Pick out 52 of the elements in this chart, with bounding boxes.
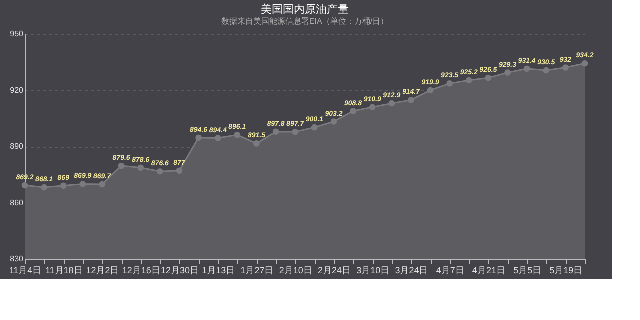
x-tick-label: 11月4日 (9, 266, 42, 276)
x-tick-label: 3月24日 (395, 266, 428, 276)
point (157, 168, 164, 175)
x-tick-label: 5月5日 (514, 266, 542, 276)
point (524, 66, 530, 72)
x-tick-label: 11月18日 (45, 266, 83, 276)
point (504, 70, 511, 76)
point (582, 60, 588, 67)
point (369, 104, 376, 110)
point (80, 181, 86, 188)
y-tick-label: 920 (10, 86, 24, 95)
x-tick-label: 2月10日 (279, 266, 312, 276)
point (99, 181, 106, 188)
point (22, 182, 28, 189)
x-tick-label: 5月19日 (550, 266, 583, 276)
chart-subtitle: 数据来自美国能源信息署EIA（单位：万桶/日） (221, 17, 389, 26)
chart-title: 美国国内原油产量 (261, 3, 349, 16)
point (176, 168, 183, 174)
point (466, 77, 472, 84)
point (118, 162, 125, 170)
point (388, 100, 396, 107)
point (311, 124, 318, 131)
point (350, 108, 356, 114)
point (41, 184, 48, 191)
point (330, 118, 338, 125)
point (196, 134, 202, 142)
point (214, 135, 222, 142)
point (446, 80, 453, 87)
x-tick-label: 12月16日 (122, 266, 160, 276)
x-tick-label: 12月2日 (86, 266, 120, 276)
y-tick-label: 860 (10, 198, 24, 208)
point (543, 67, 550, 74)
point (485, 74, 492, 82)
point (562, 64, 569, 71)
x-tick-label: 2月24日 (318, 266, 351, 276)
point (408, 97, 414, 104)
point (292, 128, 299, 136)
x-tick-label: 12月30日 (160, 266, 199, 276)
point (234, 132, 241, 138)
point (272, 128, 280, 136)
y-tick-label: 890 (10, 142, 24, 151)
point (427, 87, 434, 94)
x-tick-label: 1月13日 (202, 266, 236, 276)
x-tick-label: 1月27日 (240, 266, 274, 276)
point (60, 182, 67, 190)
y-tick-label: 950 (10, 30, 24, 38)
x-tick-label: 3月10日 (356, 266, 390, 276)
y-tick-label: 830 (10, 254, 24, 264)
x-tick-label: 4月21日 (472, 266, 506, 276)
point (138, 164, 144, 172)
point (254, 140, 260, 147)
x-tick-label: 4月7日 (436, 266, 464, 276)
